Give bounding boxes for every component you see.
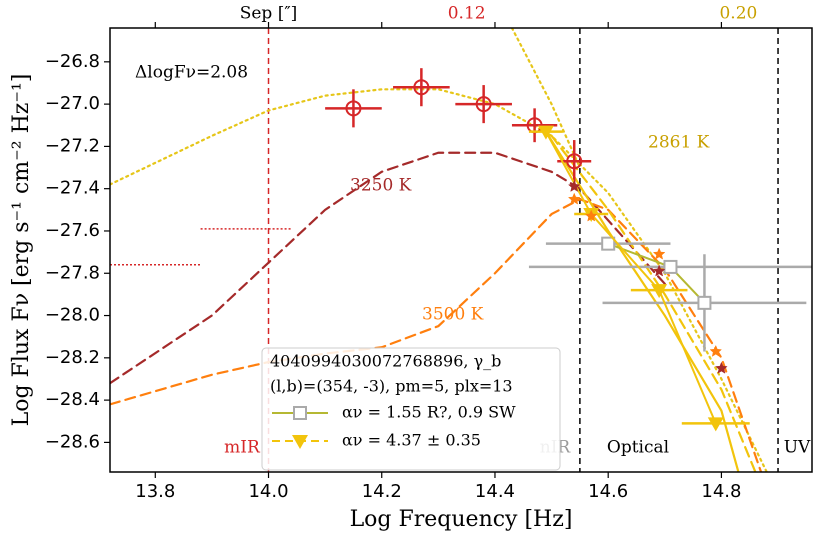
y-tick-label: −28.0 bbox=[45, 305, 100, 326]
legend-title: (l,b)=(354, -3), pm=5, plx=13 bbox=[270, 377, 513, 396]
data-point bbox=[652, 264, 666, 277]
y-tick-label: −27.6 bbox=[45, 220, 100, 241]
top-axis-label: 0.20 bbox=[719, 4, 757, 24]
legend-label: αν = 4.37 ± 0.35 bbox=[342, 431, 481, 450]
top-axis-label: 0.12 bbox=[448, 4, 486, 24]
data-point bbox=[584, 209, 598, 222]
data-point bbox=[475, 96, 492, 113]
legend-title: 4040994030072768896, γ_b bbox=[270, 352, 501, 371]
y-tick-label: −26.8 bbox=[45, 51, 100, 72]
data-point bbox=[707, 417, 724, 432]
model-curve bbox=[510, 28, 581, 169]
y-tick-label: −28.2 bbox=[45, 347, 100, 368]
x-tick-label: 13.8 bbox=[135, 481, 175, 502]
data-point bbox=[537, 125, 554, 140]
y-axis-label: Log Flux Fν [erg s⁻¹ cm⁻² Hz⁻¹] bbox=[9, 74, 34, 427]
y-tick-label: −28.6 bbox=[45, 431, 100, 452]
data-point bbox=[567, 179, 581, 192]
region-label: mIR bbox=[224, 438, 261, 458]
annotation: 3500 K bbox=[422, 305, 484, 325]
plot-frame bbox=[109, 27, 813, 473]
data-point bbox=[697, 295, 712, 310]
series-line bbox=[545, 131, 717, 424]
legend-marker bbox=[292, 435, 308, 449]
data-point bbox=[663, 259, 678, 274]
y-tick-label: −28.4 bbox=[45, 389, 100, 410]
data-point bbox=[566, 153, 583, 170]
x-axis-label: Log Frequency [Hz] bbox=[350, 507, 573, 532]
x-tick-label: 14.2 bbox=[362, 481, 402, 502]
y-tick-label: −27.0 bbox=[45, 93, 100, 114]
x-tick-label: 14.6 bbox=[588, 481, 628, 502]
data-point bbox=[601, 236, 616, 251]
model-curve bbox=[110, 88, 768, 472]
data-point bbox=[651, 284, 668, 299]
y-tick-label: −27.4 bbox=[45, 178, 100, 199]
region-label: UV bbox=[784, 438, 811, 458]
data-point bbox=[345, 100, 362, 117]
top-axis-label: Sep [″] bbox=[240, 4, 298, 24]
annotation: ΔlogFν=2.08 bbox=[135, 63, 248, 83]
data-point bbox=[709, 344, 723, 357]
x-tick-label: 14.0 bbox=[248, 481, 288, 502]
y-tick-label: −27.8 bbox=[45, 262, 100, 283]
region-label: Optical bbox=[607, 438, 669, 458]
legend-marker bbox=[293, 406, 307, 420]
model-curve bbox=[550, 134, 757, 472]
legend-box bbox=[261, 347, 561, 471]
data-point bbox=[715, 361, 728, 374]
legend-label: αν = 1.55 R?, 0.9 SW bbox=[342, 403, 516, 422]
annotation: 2861 K bbox=[648, 133, 710, 153]
x-tick-label: 14.8 bbox=[701, 481, 741, 502]
data-point bbox=[652, 247, 666, 260]
model-curve bbox=[544, 130, 740, 472]
data-point bbox=[567, 192, 581, 205]
data-point bbox=[413, 79, 430, 96]
plot-area bbox=[110, 28, 812, 472]
x-tick-label: 14.4 bbox=[475, 481, 515, 502]
annotation: 3250 K bbox=[350, 176, 412, 196]
y-tick-label: −27.2 bbox=[45, 135, 100, 156]
